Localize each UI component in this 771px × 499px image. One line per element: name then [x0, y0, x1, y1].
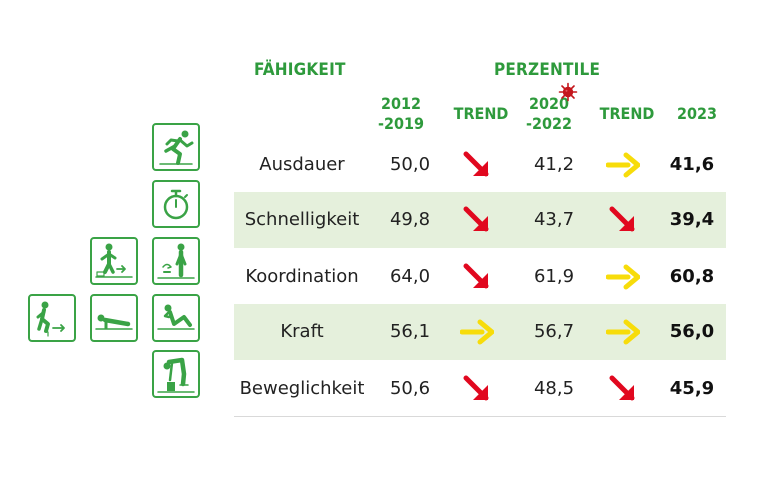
trend2-cell	[605, 260, 641, 294]
trend-flat-arrow-icon	[605, 152, 641, 178]
trend2-cell	[605, 148, 641, 182]
value-2023: 39,4	[669, 209, 715, 230]
virus-icon	[558, 82, 578, 102]
col-2020-line2: -2022	[525, 114, 573, 133]
value-2023: 56,0	[669, 321, 715, 342]
value-2012-2019: 56,1	[389, 321, 431, 342]
table-bottom-divider	[234, 416, 726, 417]
table-row: Koordination 64,0 61,9 60,8	[234, 249, 726, 305]
trend1-cell	[460, 260, 494, 294]
situp-icon	[152, 294, 200, 342]
runner-icon	[152, 123, 200, 171]
skill-name: Kraft	[280, 321, 324, 342]
value-2020-2022: 56,7	[533, 321, 575, 342]
standing-jump-icon	[28, 294, 76, 342]
value-2020-2022: 61,9	[533, 266, 575, 287]
stopwatch-icon	[152, 180, 200, 228]
value-2012-2019: 50,6	[389, 378, 431, 399]
value-2023: 60,8	[669, 266, 715, 287]
value-2020-2022: 43,7	[533, 209, 575, 230]
skill-header: FÄHIGKEIT	[254, 60, 346, 80]
value-2023: 45,9	[669, 378, 715, 399]
trend2-cell	[606, 203, 640, 237]
trend-down-arrow-icon	[609, 375, 635, 401]
table-row: Schnelligkeit 49,8 43,7 39,4	[234, 192, 726, 248]
skill-name: Schnelligkeit	[244, 209, 360, 230]
skill-name: Ausdauer	[259, 154, 345, 175]
balance-icon	[152, 237, 200, 285]
value-2023: 41,6	[669, 154, 715, 175]
sidestep-icon	[90, 237, 138, 285]
forward-bend-icon	[152, 350, 200, 398]
col-2023-header: 2023	[676, 104, 718, 123]
trend1-cell	[459, 315, 495, 349]
percentile-header: PERZENTILE	[494, 60, 601, 80]
pushup-icon	[90, 294, 138, 342]
col-2020-line1: 2020	[528, 94, 570, 113]
col-2012-2019-header: 2012 -2019	[370, 94, 432, 134]
skill-name: Koordination	[245, 266, 359, 287]
trend2-cell	[605, 315, 641, 349]
trend2-header: TREND	[599, 104, 655, 123]
trend-down-arrow-icon	[463, 151, 489, 177]
skill-name: Beweglichkeit	[239, 378, 365, 399]
trend1-header: TREND	[453, 104, 509, 123]
trend-down-arrow-icon	[609, 206, 635, 232]
trend2-cell	[606, 372, 640, 406]
value-2020-2022: 48,5	[533, 378, 575, 399]
value-2012-2019: 49,8	[389, 209, 431, 230]
col-2012-line1: 2012	[380, 94, 422, 113]
value-2020-2022: 41,2	[533, 154, 575, 175]
value-2012-2019: 50,0	[389, 154, 431, 175]
table-row: Kraft 56,1 56,7 56,0	[234, 304, 726, 360]
trend-flat-arrow-icon	[605, 264, 641, 290]
trend-down-arrow-icon	[463, 375, 489, 401]
table-row: Ausdauer 50,0 41,2 41,6	[234, 137, 726, 193]
value-2012-2019: 64,0	[389, 266, 431, 287]
trend1-cell	[460, 372, 494, 406]
trend-down-arrow-icon	[463, 263, 489, 289]
trend-flat-arrow-icon	[605, 319, 641, 345]
trend1-cell	[460, 148, 494, 182]
trend-flat-arrow-icon	[459, 319, 495, 345]
table-row: Beweglichkeit 50,6 48,5 45,9	[234, 361, 726, 417]
col-2012-line2: -2019	[377, 114, 425, 133]
trend-down-arrow-icon	[463, 206, 489, 232]
trend1-cell	[460, 203, 494, 237]
col-2020-2022-header: 2020 -2022	[518, 94, 580, 134]
